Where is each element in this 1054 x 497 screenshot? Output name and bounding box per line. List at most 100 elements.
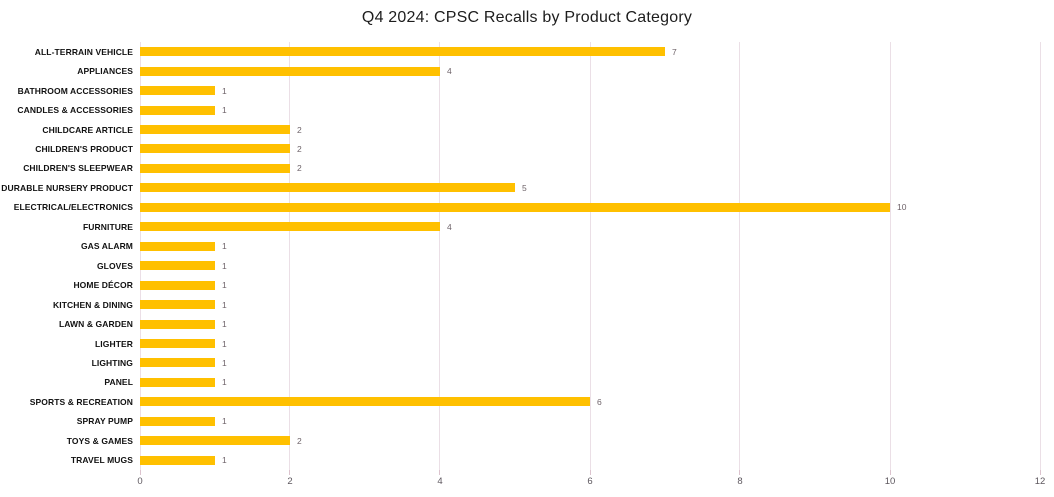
- category-label: PANEL: [104, 377, 133, 388]
- bar: [140, 300, 215, 310]
- x-axis-tick-label: 0: [137, 476, 143, 487]
- category-label: TOYS & GAMES: [66, 435, 133, 446]
- gridline: [439, 42, 441, 470]
- bar-row: 4: [140, 61, 1040, 80]
- x-axis-tick-label: 6: [587, 476, 593, 487]
- value-label: 1: [221, 299, 227, 310]
- chart-title: Q4 2024: CPSC Recalls by Product Categor…: [361, 9, 693, 26]
- category-label: LAWN & GARDEN: [58, 319, 133, 330]
- axis-tick-mark: [589, 470, 591, 475]
- gridline: [289, 42, 291, 470]
- gridline: [1039, 42, 1041, 470]
- bar: [140, 377, 215, 387]
- bar: [140, 47, 665, 57]
- bar-row: 1: [140, 334, 1040, 353]
- bar: [140, 105, 215, 115]
- bar: [140, 436, 290, 446]
- category-label: HOME DÉCOR: [73, 280, 133, 291]
- bar: [140, 86, 215, 96]
- category-label: SPRAY PUMP: [76, 416, 133, 427]
- category-label: CHILDCARE ARTICLE: [42, 124, 133, 135]
- bar-row: 1: [140, 353, 1040, 372]
- value-label: 2: [296, 163, 302, 174]
- bar-row: 1: [140, 314, 1040, 333]
- bar: [140, 163, 290, 173]
- value-label: 10: [897, 202, 907, 213]
- category-label: TRAVEL MUGS: [70, 455, 133, 466]
- axis-tick-mark: [889, 470, 891, 475]
- value-label: 1: [221, 280, 227, 291]
- value-label: 1: [221, 357, 227, 368]
- value-label: 4: [446, 221, 452, 232]
- bar-row: 1: [140, 295, 1040, 314]
- axis-tick-mark: [139, 470, 141, 475]
- bar: [140, 261, 215, 271]
- bar: [140, 339, 215, 349]
- x-axis: 0 2 4 6 8 10 12: [137, 476, 1045, 490]
- bar-row: 2: [140, 139, 1040, 158]
- category-label: SPORTS & RECREATION: [29, 396, 133, 407]
- category-label: CHILDREN'S PRODUCT: [35, 143, 133, 154]
- axis-tick-mark: [1039, 470, 1041, 475]
- bar: [140, 144, 290, 154]
- category-label: LIGHTING: [91, 357, 133, 368]
- bar-row: 1: [140, 81, 1040, 100]
- category-label: CANDLES & ACCESSORIES: [17, 105, 133, 116]
- category-label: GLOVES: [96, 260, 133, 271]
- bar: [140, 416, 215, 426]
- bar: [140, 202, 890, 212]
- gridline: [589, 42, 591, 470]
- value-label: 4: [446, 66, 452, 77]
- gridline: [889, 42, 891, 470]
- value-label: 1: [221, 85, 227, 96]
- plot-area: 7 4 1 1 2 2 2 5 10 4 1 1 1 1 1 1 1 1 6 1 2 1: [139, 42, 1041, 475]
- value-label: 1: [221, 319, 227, 330]
- category-label: LIGHTER: [94, 338, 133, 349]
- bar-row: 6: [140, 392, 1040, 411]
- value-label: 1: [221, 455, 227, 466]
- y-axis-category-labels: ALL-TERRAIN VEHICLE APPLIANCES BATHROOM AC…: [0, 42, 133, 470]
- value-label: 5: [522, 182, 527, 193]
- bar: [140, 222, 440, 232]
- bar-row: 1: [140, 373, 1040, 392]
- x-axis-tick-label: 8: [737, 476, 743, 487]
- value-label: 1: [221, 260, 227, 271]
- value-label: 1: [221, 338, 227, 349]
- x-axis-tick-label: 2: [287, 476, 293, 487]
- bar-row: 5: [140, 178, 1040, 197]
- bar: [140, 319, 215, 329]
- bar-row: 10: [140, 198, 1040, 217]
- bar: [140, 66, 440, 76]
- value-label: 6: [597, 396, 602, 407]
- category-label: KITCHEN & DINING: [53, 299, 133, 310]
- category-label: DURABLE NURSERY PRODUCT: [1, 182, 133, 193]
- category-label: GAS ALARM: [80, 241, 133, 252]
- gridline: [739, 42, 741, 470]
- bar-row: 7: [140, 42, 1040, 61]
- category-label: CHILDREN'S SLEEPWEAR: [23, 163, 133, 174]
- bar-row: 2: [140, 120, 1040, 139]
- axis-tick-mark: [439, 470, 441, 475]
- bar-row: 2: [140, 431, 1040, 450]
- category-label: FURNITURE: [82, 221, 133, 232]
- bar: [140, 241, 215, 251]
- bar-row: 1: [140, 256, 1040, 275]
- bar: [140, 358, 215, 368]
- value-label: 1: [221, 377, 227, 388]
- bar: [140, 183, 515, 193]
- category-label: BATHROOM ACCESSORIES: [17, 85, 133, 96]
- category-label: ALL-TERRAIN VEHICLE: [34, 46, 133, 57]
- bar: [140, 455, 215, 465]
- category-label: APPLIANCES: [77, 66, 133, 77]
- value-label: 2: [296, 435, 302, 446]
- value-label: 7: [672, 46, 677, 57]
- bar-row: 4: [140, 217, 1040, 236]
- bar: [140, 280, 215, 290]
- gridline: [139, 42, 141, 470]
- bar: [140, 397, 590, 407]
- value-label: 1: [221, 416, 227, 427]
- value-label: 1: [221, 105, 227, 116]
- bar-row: 2: [140, 159, 1040, 178]
- x-axis-tick-label: 10: [884, 476, 896, 487]
